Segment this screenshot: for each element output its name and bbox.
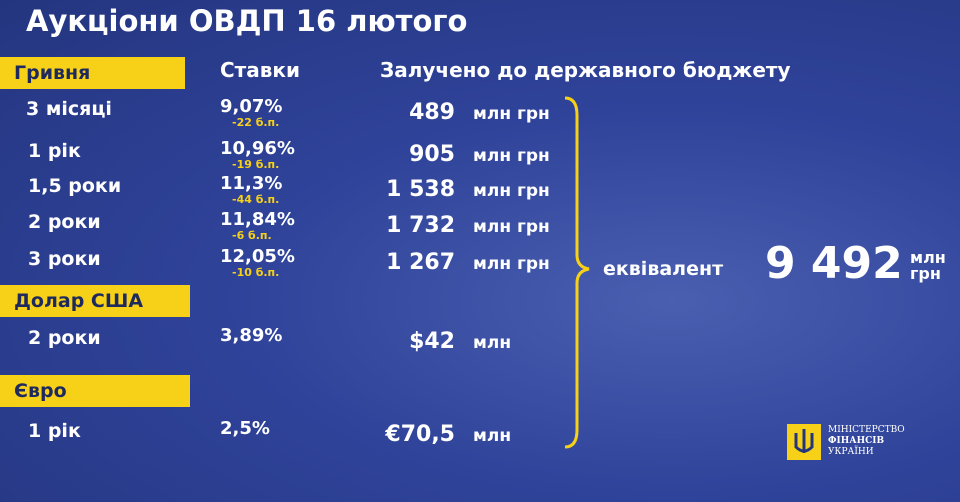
term: 3 роки — [28, 248, 101, 270]
logo-emblem — [787, 424, 821, 460]
group-bar: Євро — [0, 375, 190, 407]
unit: млн грн — [473, 217, 550, 237]
amount: 1 732 — [386, 213, 455, 238]
rate: 11,3% — [220, 173, 283, 194]
term: 3 місяці — [26, 98, 112, 120]
logo-line: УКРАЇНИ — [828, 447, 874, 457]
group-bar: Гривня — [0, 57, 185, 89]
logo-line: МІНІСТЕРСТВО — [828, 425, 905, 435]
rate-change: -19 б.п. — [232, 158, 280, 171]
total-unit: млн грн — [910, 250, 946, 282]
rate: 11,84% — [220, 209, 295, 230]
term: 2 роки — [28, 211, 101, 233]
term: 1,5 роки — [28, 175, 122, 197]
rates-header: Ставки — [220, 58, 301, 82]
brace — [564, 96, 590, 449]
unit: млн грн — [473, 181, 550, 201]
rate: 3,89% — [220, 325, 283, 346]
rate: 12,05% — [220, 246, 295, 267]
raised-header: Залучено до державного бюджету — [380, 58, 791, 82]
unit-top: млн — [910, 248, 946, 267]
unit: млн грн — [473, 254, 550, 274]
unit: млн — [473, 333, 512, 353]
amount: 1 538 — [386, 177, 455, 202]
term: 1 рік — [28, 140, 81, 162]
logo-line: ФІНАНСІВ — [828, 436, 885, 446]
rate-change: -10 б.п. — [232, 266, 280, 279]
total-value: 9 492 — [765, 238, 903, 289]
amount: 905 — [409, 142, 455, 167]
term: 2 роки — [28, 327, 101, 349]
unit: млн грн — [473, 146, 550, 166]
rate: 9,07% — [220, 96, 283, 117]
amount: 489 — [409, 100, 455, 125]
rate-change: -6 б.п. — [232, 229, 272, 242]
rate: 2,5% — [220, 418, 270, 439]
amount: €70,5 — [385, 422, 455, 447]
logo-text: МІНІСТЕРСТВО ФІНАНСІВ УКРАЇНИ — [828, 425, 905, 458]
rate: 10,96% — [220, 138, 295, 159]
rate-change: -22 б.п. — [232, 116, 280, 129]
term: 1 рік — [28, 420, 81, 442]
total-label: еквівалент — [603, 258, 724, 280]
amount: 1 267 — [386, 250, 455, 275]
group-bar: Долар США — [0, 285, 190, 317]
unit: млн грн — [473, 104, 550, 124]
amount: $42 — [409, 329, 455, 354]
rate-change: -44 б.п. — [232, 193, 280, 206]
unit-bottom: грн — [910, 264, 941, 283]
title: Аукціони ОВДП 16 лютого — [26, 4, 468, 38]
unit: млн — [473, 426, 512, 446]
